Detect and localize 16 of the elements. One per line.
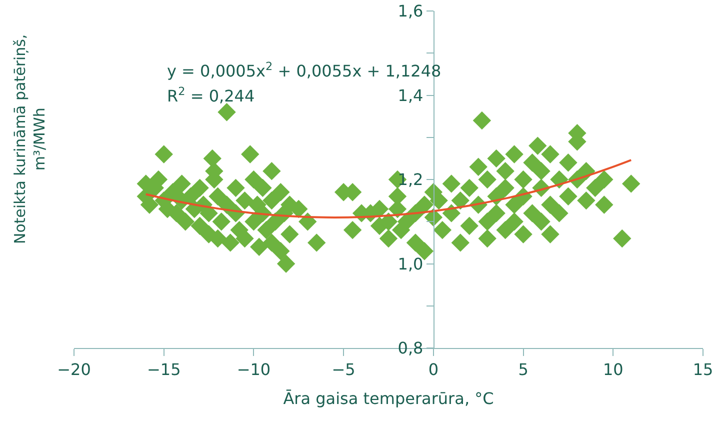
annotation: R$^{2}$ = 0,244 [167, 85, 255, 106]
annotation: y = 0,0005x$^{2}$ + 0,0055x + 1,1248 [167, 60, 442, 81]
y-tick-label: 1,6 [398, 2, 424, 21]
x-tick-label: 5 [518, 360, 528, 380]
x-tick-label: 10 [602, 360, 624, 380]
x-tick-label: −20 [57, 360, 91, 380]
y-tick-label: 1,4 [398, 86, 424, 105]
x-tick-label: 0 [428, 360, 439, 380]
y-axis-title: Noteikta kurināmā patēriņš, m³/MWh [10, 34, 48, 244]
y-tick-label: 0,8 [398, 338, 424, 358]
x-tick-label: −10 [236, 360, 271, 380]
x-tick-label: −5 [332, 360, 356, 380]
x-axis-title: Āra gaisa temperarūra, °C [283, 388, 494, 408]
x-tick-label: 15 [692, 360, 714, 380]
y-tick-label: 1,0 [398, 254, 424, 274]
x-tick-label: −15 [146, 360, 181, 380]
